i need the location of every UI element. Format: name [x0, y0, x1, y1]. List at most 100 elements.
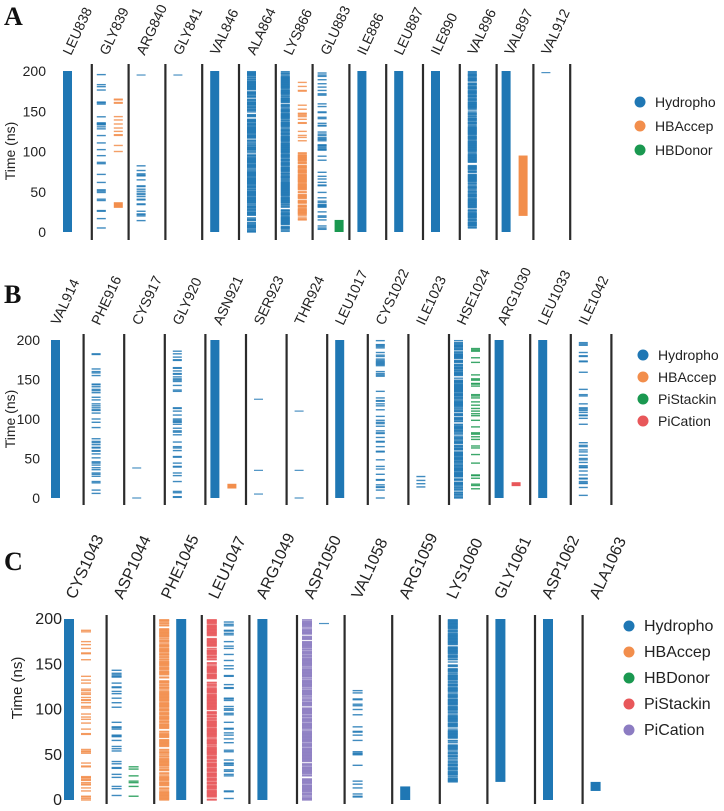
- bar-asn921-hbaccep: [227, 483, 237, 489]
- interaction-tick: [467, 184, 477, 186]
- interaction-tick: [302, 628, 312, 631]
- interaction-tick: [247, 144, 256, 146]
- interaction-tick: [113, 130, 123, 133]
- residue-label-ile1042: ILE1042: [575, 273, 612, 327]
- residue-label-val846: VAL846: [206, 6, 241, 57]
- interaction-tick: [206, 671, 217, 674]
- interaction-tick: [206, 734, 217, 736]
- panel-c: C CYS1043 ASP1044 PHE1045 LEU1047 ARG1049 ASP…: [4, 531, 713, 809]
- interaction-tick: [297, 199, 307, 202]
- interaction-tick: [302, 646, 312, 649]
- interaction-tick: [159, 671, 170, 674]
- interaction-tick: [302, 740, 312, 742]
- interaction-tick: [280, 95, 290, 97]
- interaction-tick: [206, 757, 217, 759]
- interaction-tick: [136, 219, 146, 222]
- interaction-tick: [302, 643, 312, 645]
- interaction-tick: [159, 759, 170, 761]
- interaction-tick: [467, 189, 477, 191]
- legend-marker-pistackin: [623, 698, 635, 710]
- interaction-tick: [578, 466, 588, 468]
- interaction-tick: [247, 113, 256, 116]
- interaction-tick: [172, 490, 182, 493]
- interaction-tick: [467, 193, 477, 195]
- interaction-tick: [302, 744, 312, 746]
- interaction-tick: [111, 745, 122, 748]
- interaction-tick: [223, 640, 234, 643]
- interaction-tick: [81, 752, 91, 754]
- interaction-tick: [302, 735, 312, 737]
- interaction-tick: [317, 159, 327, 161]
- interaction-tick: [317, 228, 327, 231]
- interaction-tick: [302, 738, 312, 741]
- interaction-tick: [302, 676, 312, 678]
- interaction-tick: [206, 702, 217, 705]
- interaction-tick: [447, 773, 458, 776]
- bar-val897-hbaccep: [518, 155, 528, 216]
- interaction-tick: [81, 659, 91, 661]
- interaction-tick: [132, 497, 142, 499]
- interaction-tick: [447, 685, 458, 687]
- interaction-tick: [471, 361, 480, 364]
- interaction-tick: [206, 766, 217, 768]
- interaction-tick: [447, 652, 458, 654]
- interaction-tick: [81, 783, 91, 785]
- interaction-tick: [352, 708, 363, 711]
- interaction-tick: [159, 633, 170, 635]
- interaction-tick: [96, 83, 106, 86]
- interaction-tick: [159, 656, 170, 659]
- interaction-tick: [206, 783, 217, 785]
- interaction-tick: [302, 780, 312, 782]
- interaction-tick: [302, 781, 312, 784]
- interaction-tick: [206, 759, 217, 761]
- interaction-tick: [302, 771, 312, 773]
- interaction-tick: [159, 756, 170, 758]
- interaction-tick: [91, 396, 101, 398]
- interaction-tick: [467, 140, 477, 142]
- interaction-tick: [159, 689, 170, 691]
- interaction-tick: [447, 671, 458, 673]
- interaction-tick: [159, 772, 170, 775]
- interaction-tick: [302, 738, 312, 740]
- interaction-tick: [159, 787, 170, 790]
- y-tick-label: 100: [35, 702, 62, 719]
- bar-ala864-hydropho: [247, 70, 256, 233]
- interaction-tick: [447, 747, 458, 749]
- interaction-tick: [206, 795, 217, 797]
- interaction-tick: [302, 652, 312, 655]
- interaction-tick: [578, 459, 588, 461]
- interaction-tick: [471, 432, 480, 434]
- interaction-tick: [302, 643, 312, 646]
- interaction-tick: [375, 419, 385, 422]
- interaction-tick: [206, 786, 217, 788]
- interaction-tick: [454, 447, 463, 449]
- interaction-tick: [159, 714, 170, 716]
- interaction-tick: [223, 674, 234, 677]
- interaction-segment: [357, 71, 367, 232]
- interaction-tick: [297, 173, 307, 176]
- interaction-tick: [223, 712, 234, 714]
- interaction-tick: [447, 638, 458, 641]
- residue-label-leu1033: LEU1033: [534, 267, 573, 327]
- bar-val914-hydropho: [51, 340, 60, 498]
- interaction-tick: [447, 652, 458, 655]
- interaction-tick: [447, 703, 458, 705]
- interaction-tick: [172, 376, 182, 378]
- interaction-tick: [317, 211, 327, 213]
- interaction-tick: [206, 677, 217, 679]
- interaction-tick: [302, 757, 312, 760]
- interaction-tick: [159, 698, 170, 700]
- interaction-tick: [206, 643, 217, 646]
- interaction-tick: [206, 720, 217, 723]
- interaction-tick: [302, 720, 312, 723]
- interaction-tick: [136, 198, 146, 200]
- interaction-tick: [447, 700, 458, 702]
- interaction-tick: [91, 370, 101, 373]
- interaction-tick: [206, 724, 217, 727]
- interaction-tick: [447, 760, 458, 763]
- interaction-tick: [206, 789, 217, 791]
- interaction-tick: [447, 649, 458, 652]
- interaction-tick: [302, 682, 312, 684]
- interaction-tick: [302, 703, 312, 705]
- interaction-tick: [302, 691, 312, 693]
